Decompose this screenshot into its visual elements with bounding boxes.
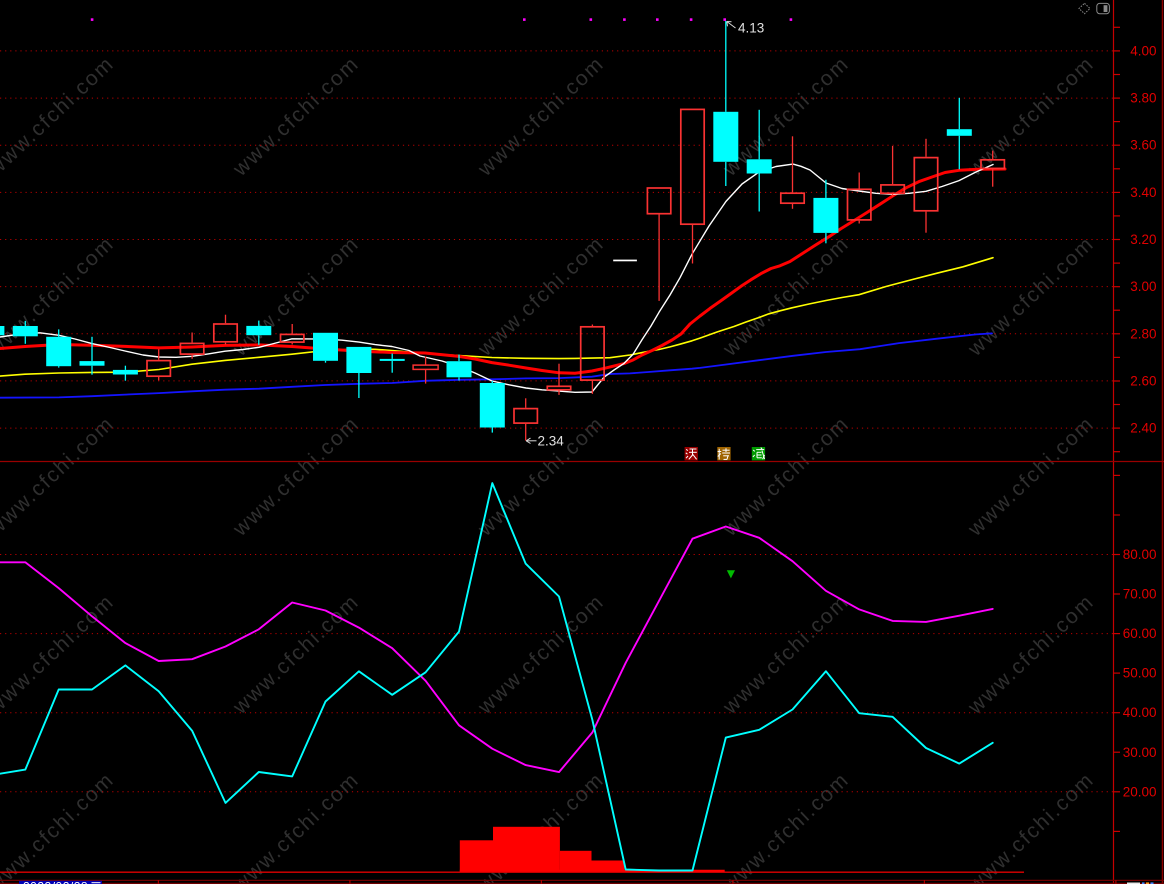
svg-text:50.00: 50.00 [1123,666,1157,681]
svg-text:www.cfchi.com: www.cfchi.com [228,590,364,719]
svg-text:www.cfchi.com: www.cfchi.com [963,412,1099,541]
svg-text:4.00: 4.00 [1130,43,1156,58]
svg-text:www.cfchi.com: www.cfchi.com [473,52,609,181]
svg-text:www.cfchi.com: www.cfchi.com [963,768,1099,884]
svg-text:www.cfchi.com: www.cfchi.com [473,590,609,719]
svg-text:www.cfchi.com: www.cfchi.com [228,768,364,884]
svg-text:2.80: 2.80 [1130,326,1156,341]
svg-text:www.cfchi.com: www.cfchi.com [0,52,119,181]
svg-text:3.60: 3.60 [1130,138,1156,153]
svg-text:www.cfchi.com: www.cfchi.com [228,52,364,181]
svg-text:3.40: 3.40 [1130,185,1156,200]
svg-text:www.cfchi.com: www.cfchi.com [963,232,1099,361]
svg-text:www.cfchi.com: www.cfchi.com [473,232,609,361]
svg-text:www.cfchi.com: www.cfchi.com [0,590,119,719]
svg-text:www.cfchi.com: www.cfchi.com [963,590,1099,719]
svg-text:60.00: 60.00 [1123,626,1157,641]
svg-text:2.60: 2.60 [1130,373,1156,388]
svg-text:www.cfchi.com: www.cfchi.com [718,412,854,541]
svg-text:2.40: 2.40 [1130,421,1156,436]
svg-text:www.cfchi.com: www.cfchi.com [718,52,854,181]
svg-text:80.00: 80.00 [1123,547,1157,562]
svg-text:30.00: 30.00 [1123,745,1157,760]
svg-text:3.20: 3.20 [1130,232,1156,247]
svg-text:www.cfchi.com: www.cfchi.com [228,412,364,541]
svg-text:20.00: 20.00 [1123,784,1157,799]
svg-text:2022/02/28: 2022/02/28 [23,880,88,884]
svg-text:www.cfchi.com: www.cfchi.com [0,412,119,541]
svg-text:40.00: 40.00 [1123,705,1157,720]
svg-text:4.13: 4.13 [738,21,764,36]
svg-text:70.00: 70.00 [1123,587,1157,602]
svg-text:www.cfchi.com: www.cfchi.com [718,768,854,884]
svg-text:www.cfchi.com: www.cfchi.com [718,590,854,719]
svg-text:www.cfchi.com: www.cfchi.com [473,412,609,541]
svg-text:www.cfchi.com: www.cfchi.com [0,768,119,884]
svg-text:www.cfchi.com: www.cfchi.com [718,232,854,361]
svg-text:3.80: 3.80 [1130,91,1156,106]
svg-text:3.00: 3.00 [1130,279,1156,294]
svg-text:2.34: 2.34 [538,434,565,449]
svg-text:www.cfchi.com: www.cfchi.com [963,52,1099,181]
